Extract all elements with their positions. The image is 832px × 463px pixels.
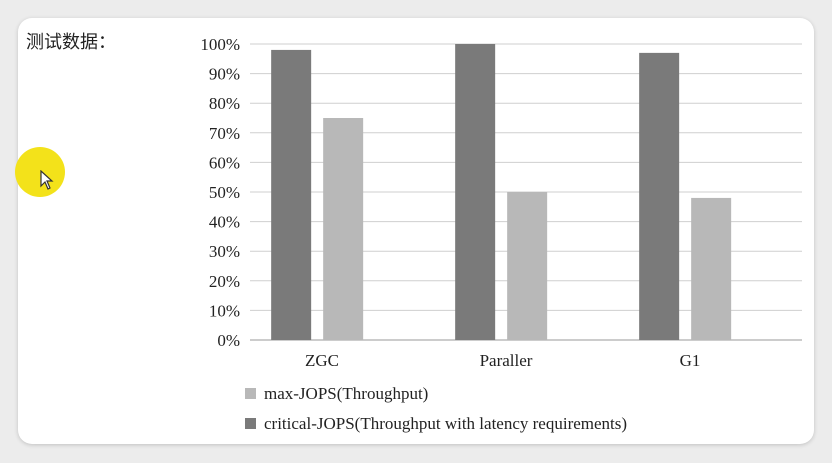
bar-paraller-series-1: [507, 192, 548, 340]
y-tick-label: 80%: [209, 94, 240, 113]
legend-label: critical-JOPS(Throughput with latency re…: [264, 414, 627, 433]
y-tick-label: 70%: [209, 124, 240, 143]
bar-g1-series-0: [639, 52, 680, 340]
y-tick-label: 0%: [217, 331, 240, 350]
legend-swatch: [245, 388, 256, 399]
chart-card: [18, 18, 814, 444]
y-tick-label: 30%: [209, 242, 240, 261]
y-tick-label: 50%: [209, 183, 240, 202]
y-tick-label: 40%: [209, 213, 240, 232]
y-tick-label: 10%: [209, 301, 240, 320]
x-category-label: ZGC: [305, 351, 339, 370]
page-heading: 测试数据：: [26, 32, 116, 53]
bar-zgc-series-0: [271, 49, 312, 341]
x-category-label: G1: [680, 351, 701, 370]
x-category-label: Paraller: [480, 351, 533, 370]
legend-label: max-JOPS(Throughput): [264, 384, 428, 403]
y-tick-label: 20%: [209, 272, 240, 291]
y-tick-label: 60%: [209, 153, 240, 172]
cursor-highlight-icon: [15, 147, 65, 197]
bar-paraller-series-0: [455, 44, 496, 340]
mouse-pointer-icon: [40, 170, 54, 190]
y-tick-label: 100%: [200, 35, 240, 54]
legend-swatch: [245, 418, 256, 429]
bar-zgc-series-1: [323, 118, 364, 340]
bar-g1-series-1: [691, 197, 732, 340]
y-tick-label: 90%: [209, 65, 240, 84]
